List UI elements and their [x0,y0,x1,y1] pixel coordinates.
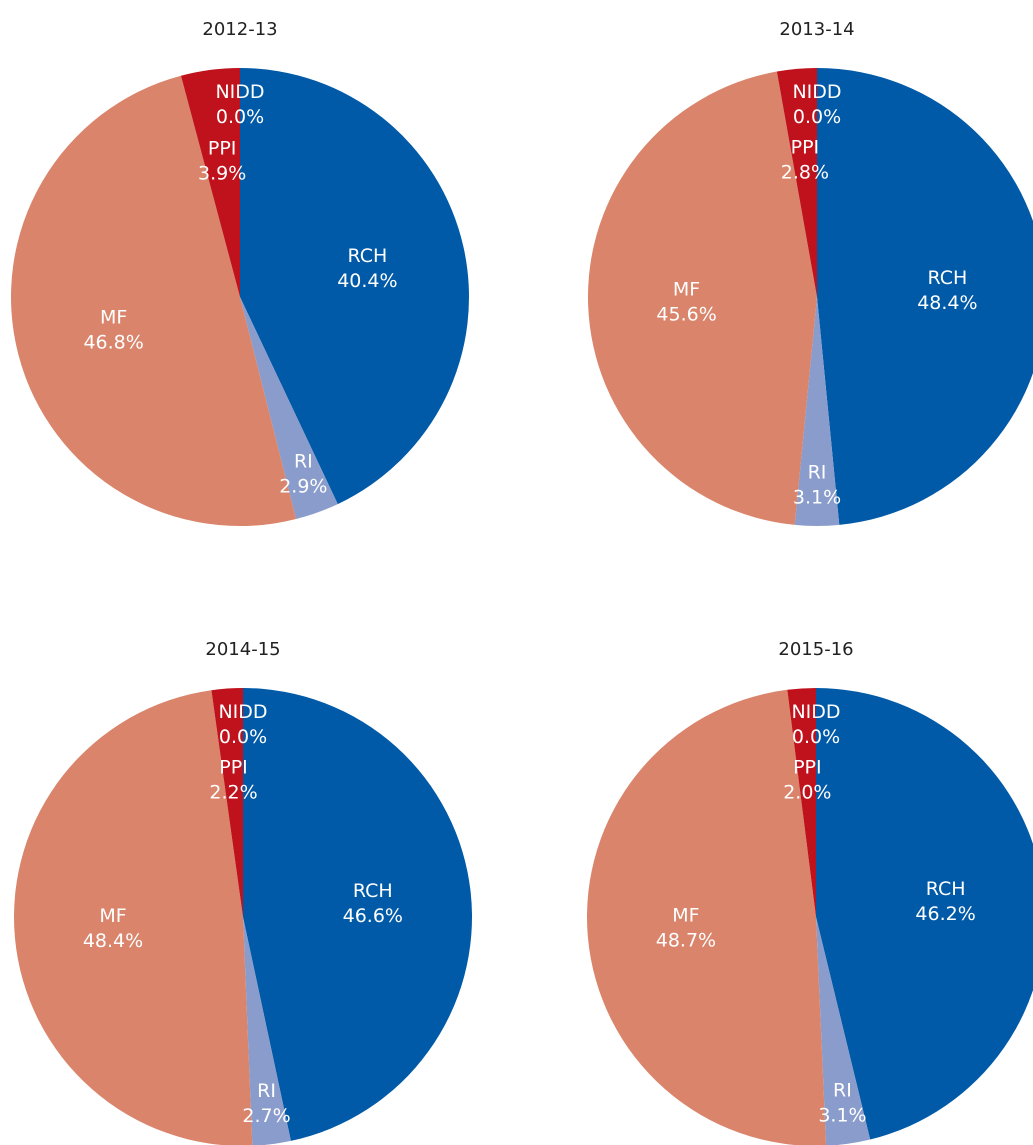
slice-category-label: PPI [793,756,822,778]
slice-value-label: 2.7% [242,1105,290,1127]
slice-category-label: RI [294,450,313,472]
slice-value-label: 2.9% [279,475,327,497]
slice-value-label: 0.0% [219,726,267,748]
pie-slice [816,917,871,1145]
pie-chart: 2012-13 RCH 40.4% RI 2.9% MF 46.8% PPI 3.9% NIDD 0… [11,19,469,526]
slice-value-label: 48.4% [917,292,977,314]
pie-slice [243,917,291,1145]
pie-slice [180,68,240,297]
slice-value-label: 48.7% [656,930,716,952]
slice-value-label: 0.0% [792,726,840,748]
slice-value-label: 3.1% [818,1104,866,1126]
slice-category-label: NIDD [792,81,841,103]
slice-category-label: NIDD [215,81,264,103]
slice-category-label: RCH [927,267,967,289]
slice-value-label: 2.8% [781,162,829,184]
slice-category-label: MF [100,306,127,328]
slice-value-label: 40.4% [337,270,397,292]
pie-slice [211,688,243,917]
pie-slice [243,688,473,1141]
pie-chart: 2013-14 RCH 48.4% RI 3.1% MF 45.6% PPI 2.8% NIDD 0… [587,19,1033,527]
slice-category-label: NIDD [791,701,840,723]
chart-title: 2012-13 [202,19,277,40]
slice-category-label: RI [257,1080,276,1102]
pie-slice [240,297,338,520]
chart-title: 2014-15 [205,639,280,660]
slice-value-label: 46.2% [915,903,975,925]
slice-category-label: PPI [791,137,820,159]
pie-slice [776,68,817,297]
pie-slice [14,690,253,1145]
slice-category-label: RI [808,461,827,483]
slice-value-label: 45.6% [656,304,716,326]
slice-value-label: 46.6% [343,905,403,927]
slice-category-label: RCH [353,880,393,902]
slice-category-label: RCH [347,245,387,267]
slice-value-label: 2.0% [783,781,831,803]
slice-value-label: 48.4% [83,930,143,952]
pie-slice [11,75,297,526]
slice-category-label: NIDD [218,701,267,723]
slice-value-label: 2.2% [209,781,257,803]
pie-slice [817,68,1033,525]
pie-slice [794,297,840,527]
slice-category-label: MF [99,905,126,927]
pie-slice [787,688,816,917]
slice-category-label: PPI [219,756,248,778]
pie-slice [816,688,1033,1140]
pie-slice [587,71,817,525]
slice-category-label: RCH [926,878,966,900]
slice-category-label: MF [672,905,699,927]
slice-value-label: 3.9% [198,162,246,184]
slice-category-label: PPI [208,137,237,159]
pie-slice [240,68,469,505]
pie-chart: 2014-15 RCH 46.6% RI 2.7% MF 48.4% PPI 2.2% NIDD 0… [14,639,473,1145]
slice-value-label: 3.1% [793,486,841,508]
slice-category-label: RI [833,1079,852,1101]
chart-title: 2015-16 [778,639,853,660]
pie-slice [587,689,827,1145]
slice-value-label: 0.0% [216,106,264,128]
slice-value-label: 46.8% [83,331,143,353]
chart-title: 2013-14 [779,19,854,40]
pie-chart: 2015-16 RCH 46.2% RI 3.1% MF 48.7% PPI 2.0% NIDD 0… [587,639,1033,1145]
slice-category-label: MF [673,279,700,301]
slice-value-label: 0.0% [793,106,841,128]
